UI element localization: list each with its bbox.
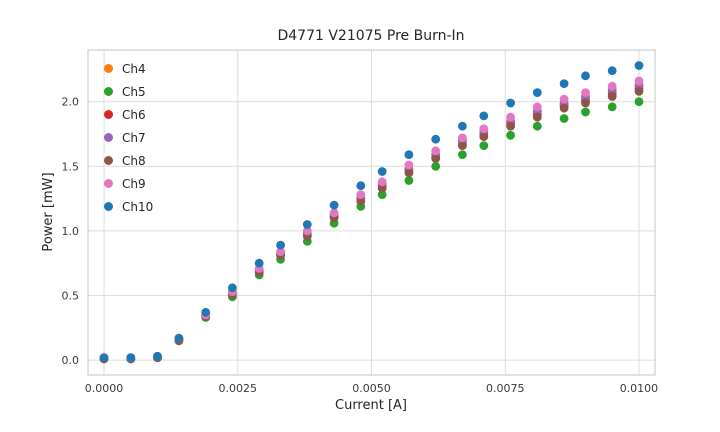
legend-label-ch8: Ch8 xyxy=(122,153,146,168)
y-tick-label: 2.0 xyxy=(62,96,80,109)
legend-item-ch8: Ch8 xyxy=(104,149,153,172)
legend-swatch-ch7 xyxy=(104,133,113,142)
legend-swatch-ch9 xyxy=(104,179,113,188)
legend-swatch-ch5 xyxy=(104,87,113,96)
series-ch10-points xyxy=(99,61,644,362)
y-tick-label: 1.0 xyxy=(62,225,80,238)
y-tick-label: 0.0 xyxy=(62,354,80,367)
legend-item-ch7: Ch7 xyxy=(104,126,153,149)
legend-swatch-ch8 xyxy=(104,156,113,165)
legend-item-ch9: Ch9 xyxy=(104,172,153,195)
y-axis-label: Power [mW] xyxy=(41,172,56,251)
legend-label-ch5: Ch5 xyxy=(122,84,146,99)
legend-item-ch10: Ch10 xyxy=(104,195,153,218)
y-tick-label: 1.5 xyxy=(62,160,80,173)
x-tick-label: 0.0050 xyxy=(352,382,391,395)
legend-label-ch9: Ch9 xyxy=(122,176,146,191)
x-axis-label: Current [A] xyxy=(335,398,407,413)
legend-label-ch7: Ch7 xyxy=(122,130,146,145)
legend-item-ch5: Ch5 xyxy=(104,80,153,103)
legend-item-ch6: Ch6 xyxy=(104,103,153,126)
legend-label-ch6: Ch6 xyxy=(122,107,146,122)
x-tick-label: 0.0025 xyxy=(219,382,258,395)
legend-swatch-ch6 xyxy=(104,110,113,119)
plot-frame xyxy=(87,49,656,376)
gridlines xyxy=(88,50,655,375)
legend-item-ch4: Ch4 xyxy=(104,57,153,80)
legend-label-ch4: Ch4 xyxy=(122,61,146,76)
x-tick-label: 0.0100 xyxy=(620,382,659,395)
legend-swatch-ch4 xyxy=(104,64,113,73)
x-tick-label: 0.0075 xyxy=(486,382,525,395)
legend-label-ch10: Ch10 xyxy=(122,199,154,214)
x-tick-label: 0.0000 xyxy=(85,382,124,395)
legend-swatch-ch10 xyxy=(104,202,113,211)
y-tick-label: 0.5 xyxy=(62,290,80,303)
chart-title: D4771 V21075 Pre Burn-In xyxy=(277,28,464,44)
legend: Ch4 Ch5 Ch6 Ch7 Ch8 Ch9 Ch10 xyxy=(104,57,153,218)
